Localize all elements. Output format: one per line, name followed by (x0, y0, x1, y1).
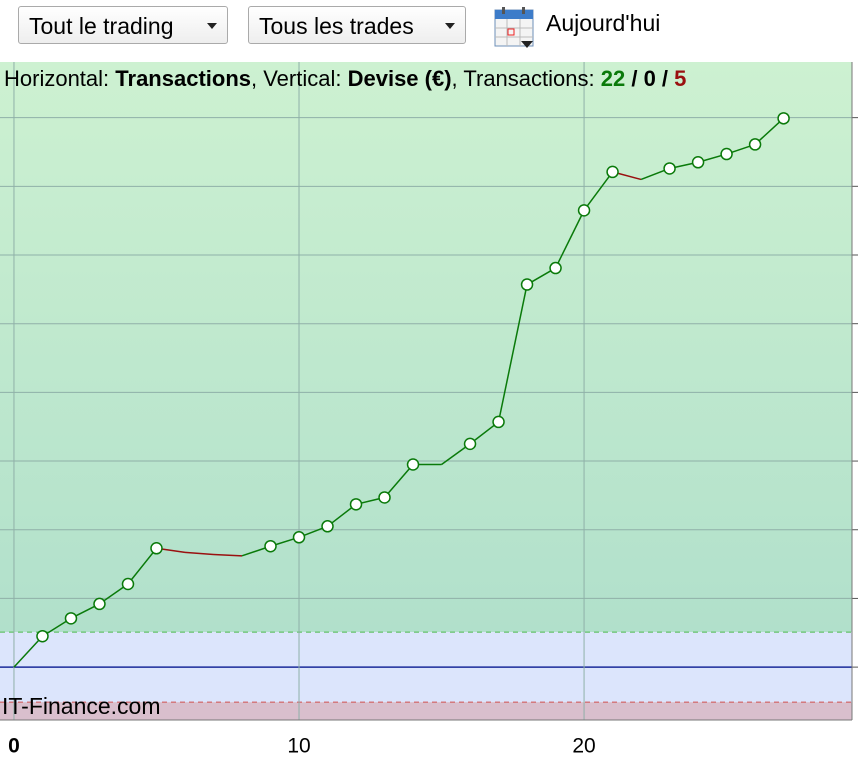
win-marker (520, 278, 534, 291)
win-marker (606, 165, 619, 179)
win-marker (406, 458, 420, 471)
date-label[interactable]: Aujourd'hui (546, 10, 661, 36)
segment (497, 284, 528, 423)
wins-count: 22 (601, 66, 625, 91)
segment (13, 635, 44, 668)
header-text: Horizontal: (4, 66, 115, 91)
segment (583, 171, 614, 211)
win-marker (748, 138, 762, 151)
win-marker (777, 112, 790, 125)
win-marker (292, 531, 306, 544)
segment (127, 547, 158, 585)
win-marker (663, 162, 676, 175)
segment (383, 464, 414, 498)
filter-trades[interactable]: Tous les trades (248, 6, 466, 44)
win-marker (64, 612, 78, 625)
segment (184, 551, 214, 556)
loss-zone (0, 702, 852, 720)
y-label: Devise (€) (348, 66, 452, 91)
header: Horizontal: Transactions, Vertical: Devi… (4, 66, 686, 91)
win-marker (549, 261, 562, 275)
segment (554, 210, 585, 269)
segment (754, 117, 785, 145)
separator: / (625, 66, 643, 91)
win-marker (463, 437, 477, 451)
calendar-icon[interactable] (493, 6, 537, 50)
separator: / (656, 66, 674, 91)
win-marker (150, 542, 163, 555)
toolbar: Tout le trading Tous les trades Aujourd'… (0, 0, 858, 62)
win-marker (378, 491, 391, 504)
win-marker (93, 597, 106, 611)
x-tick-label: 10 (287, 735, 310, 758)
win-marker (720, 147, 733, 161)
win-marker (264, 539, 277, 553)
win-marker (121, 577, 135, 591)
losses-count: 5 (674, 66, 686, 91)
chart: 0 10 20 Horizontal: Transactions, Vertical… (0, 62, 858, 762)
watermark: IT-Finance.com (2, 693, 161, 719)
win-marker (321, 520, 334, 533)
win-marker (36, 629, 49, 643)
win-marker (349, 498, 363, 511)
win-marker (691, 156, 705, 169)
header-text: , Vertical: (251, 66, 348, 91)
filter-trading[interactable]: Tout le trading (18, 6, 228, 44)
win-marker (577, 204, 591, 217)
even-count: 0 (644, 66, 656, 91)
axis-strip (0, 720, 858, 762)
win-marker (492, 415, 505, 429)
segment (213, 553, 243, 557)
x-tick-label: 0 (8, 735, 20, 758)
profit-zone (0, 62, 852, 633)
x-tick-label: 20 (572, 735, 595, 758)
header-text: , Transactions: (452, 66, 601, 91)
x-label: Transactions (115, 66, 251, 91)
